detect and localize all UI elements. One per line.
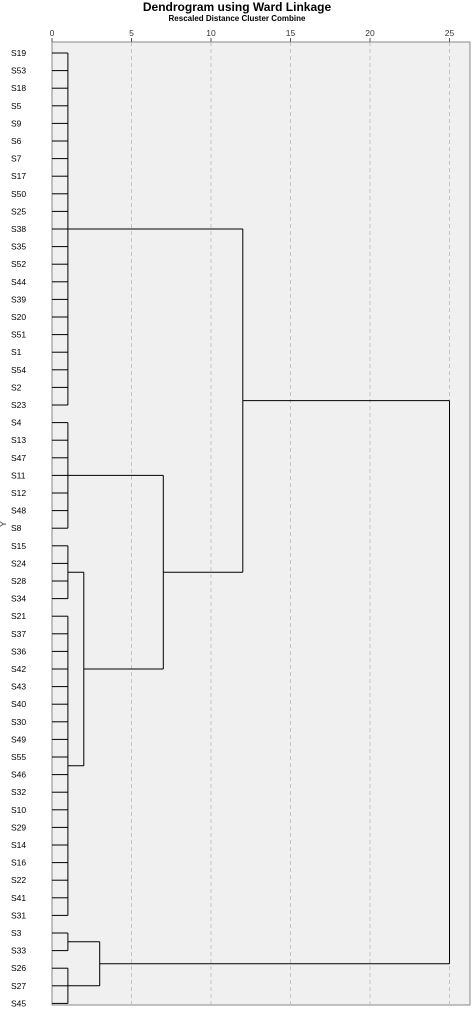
leaf-label: S8 [11,523,22,533]
leaf-label: S32 [11,787,26,797]
leaf-label: S7 [11,154,22,164]
x-tick-label: 20 [365,28,375,38]
x-tick-label: 10 [206,28,216,38]
leaf-label: S55 [11,752,26,762]
y-axis-label: Y [0,521,8,527]
leaf-label: S54 [11,365,26,375]
leaf-label: S44 [11,277,26,287]
leaf-label: S27 [11,981,26,991]
leaf-label: S46 [11,770,26,780]
leaf-label: S22 [11,875,26,885]
leaf-label: S15 [11,541,26,551]
leaf-label: S3 [11,928,22,938]
leaf-label: S4 [11,418,22,428]
leaf-label: S2 [11,382,22,392]
leaf-label: S29 [11,822,26,832]
leaf-label: S30 [11,717,26,727]
x-tick-label: 5 [129,28,134,38]
leaf-label: S34 [11,594,26,604]
leaf-label: S51 [11,330,26,340]
x-tick-label: 0 [50,28,55,38]
leaf-label: S28 [11,576,26,586]
leaf-label: S16 [11,858,26,868]
leaf-label: S1 [11,347,22,357]
leaf-label: S17 [11,171,26,181]
leaf-label: S36 [11,646,26,656]
leaf-label: S49 [11,734,26,744]
leaf-label: S42 [11,664,26,674]
chart-title: Dendrogram using Ward Linkage [142,0,332,14]
leaf-label: S10 [11,805,26,815]
leaf-label: S23 [11,400,26,410]
leaf-label: S53 [11,66,26,76]
leaf-label: S43 [11,682,26,692]
leaf-label: S12 [11,488,26,498]
leaf-label: S45 [11,998,26,1008]
leaf-label: S6 [11,136,22,146]
leaf-label: S18 [11,83,26,93]
leaf-label: S5 [11,101,22,111]
leaf-label: S47 [11,453,26,463]
leaf-label: S31 [11,910,26,920]
leaf-label: S13 [11,435,26,445]
x-tick-label: 15 [286,28,296,38]
leaf-label: S21 [11,611,26,621]
leaf-labels: S19 S53 S18 S5 S9 S6 S7 S17 S50 S25 S38 S35 S52 S44 S3… [11,48,26,1008]
leaf-label: S20 [11,312,26,322]
leaf-label: S37 [11,629,26,639]
leaf-label: S9 [11,118,22,128]
leaf-label: S24 [11,558,26,568]
leaf-label: S26 [11,963,26,973]
leaf-label: S41 [11,893,26,903]
leaf-label: S19 [11,48,26,58]
leaf-label: S39 [11,294,26,304]
leaf-label: S35 [11,242,26,252]
leaf-label: S14 [11,840,26,850]
leaf-label: S25 [11,206,26,216]
chart-subtitle: Rescaled Distance Cluster Combine [168,14,306,23]
x-tick-label: 25 [445,28,455,38]
leaf-label: S33 [11,946,26,956]
plot-area [51,41,471,1006]
leaf-label: S38 [11,224,26,234]
x-axis: 0 5 10 15 20 25 [50,28,455,42]
leaf-label: S52 [11,259,26,269]
leaf-label: S11 [11,470,26,480]
dendrogram-links [52,52,450,1004]
leaf-label: S50 [11,189,26,199]
leaf-label: S40 [11,699,26,709]
leaf-label: S48 [11,506,26,516]
